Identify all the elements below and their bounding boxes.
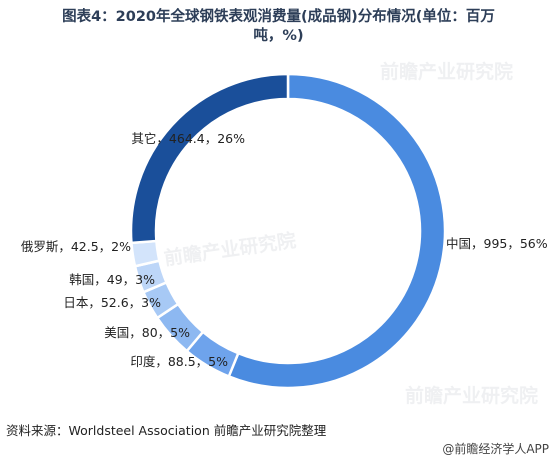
watermark-text: 前瞻产业研究院 xyxy=(405,384,538,407)
chart-title-line-2: 吨，%) xyxy=(253,28,304,44)
watermark-text: 前瞻产业研究院 xyxy=(162,229,297,270)
slice-label-7: 其它，464.4，26% xyxy=(131,131,245,146)
slice-label-3: 美国，80，5% xyxy=(104,325,190,340)
donut-slice-6 xyxy=(130,239,161,268)
watermark-center: 前瞻产业研究院 xyxy=(162,229,297,270)
slice-label-4: 日本，52.6，3% xyxy=(63,295,161,310)
source-note: 资料来源：Worldsteel Association 前瞻产业研究院整理 xyxy=(6,423,327,438)
donut-slice-7 xyxy=(129,72,290,245)
slice-label-6: 俄罗斯，42.5，2% xyxy=(21,239,131,254)
donut-slice-1 xyxy=(227,72,447,390)
watermark-text: 前瞻产业研究院 xyxy=(380,60,513,83)
slice-label-1: 中国，995，56% xyxy=(446,236,548,251)
watermark-top-right: 前瞻产业研究院 xyxy=(380,60,513,83)
slice-label-5: 韩国，49，3% xyxy=(69,272,155,287)
brand-credit: @前瞻经济学人APP xyxy=(442,442,549,456)
chart-title-line-1: 图表4：2020年全球钢铁表观消费量(成品钢)分布情况(单位：百万 xyxy=(62,9,495,25)
chart-title: 图表4：2020年全球钢铁表观消费量(成品钢)分布情况(单位：百万 吨，%) xyxy=(0,8,557,46)
slice-label-2: 印度，88.5，5% xyxy=(130,354,228,369)
watermark-bottom-right: 前瞻产业研究院 xyxy=(405,384,538,407)
labels-layer: 中国，995，56% 印度，88.5，5% 美国，80，5% 日本，52.6，3% 韩国… xyxy=(21,131,548,369)
slices-layer xyxy=(129,72,447,390)
